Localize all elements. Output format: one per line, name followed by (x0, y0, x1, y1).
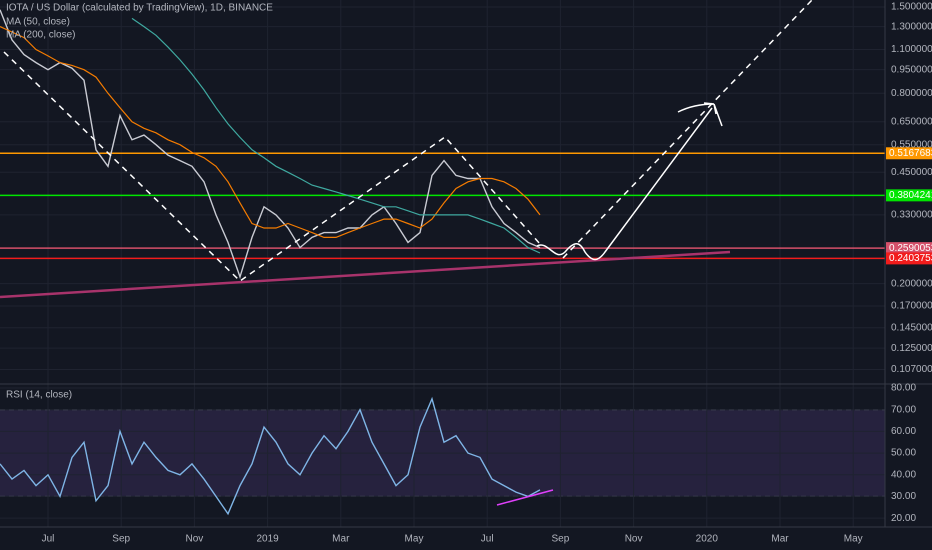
level-badge (886, 189, 932, 202)
x-tick-label: Mar (332, 534, 350, 545)
projection-curve (536, 107, 713, 261)
x-tick-label: Jul (481, 534, 494, 545)
y-tick-label: 80.00 (891, 383, 916, 394)
y-tick-label: 30.00 (891, 491, 916, 502)
price-line (0, 9, 541, 280)
y-tick-label: 40.00 (891, 469, 916, 480)
level-badge (886, 242, 932, 255)
y-tick-label: 0.14500000 (891, 322, 932, 333)
dashed-path (3, 51, 541, 282)
x-tick-label: Sep (552, 534, 570, 545)
x-tick-label: Jul (42, 534, 55, 545)
y-tick-label: 1.10000000 (891, 44, 932, 55)
series-line (0, 26, 541, 238)
level-label: 0.25900531 (889, 243, 932, 254)
level-label: 0.24037539 (889, 253, 932, 264)
y-tick-label: 0.65000000 (891, 116, 932, 127)
x-tick-label: Sep (112, 534, 130, 545)
y-tick-label: 0.80000000 (891, 88, 932, 99)
x-tick-label: Mar (771, 534, 789, 545)
series-line (131, 17, 541, 254)
x-tick-label: 2020 (696, 534, 719, 545)
x-tick-label: Nov (625, 534, 643, 545)
y-tick-label: 50.00 (891, 448, 916, 459)
drawings (0, 0, 813, 506)
y-tick-label: 1.50000000 (891, 2, 932, 13)
grid (0, 0, 885, 527)
price-line (0, 396, 541, 516)
rsi-trend-line (496, 489, 554, 506)
legend-ma50: MA (50, close) (6, 17, 70, 28)
x-tick-label: May (405, 534, 424, 545)
symbol-title: IOTA / US Dollar (calculated by TradingV… (6, 3, 273, 14)
y-tick-label: 0.12500000 (891, 343, 932, 354)
dashed-projection (562, 0, 813, 259)
level-label: 0.38042418 (889, 190, 932, 201)
rsi-title: RSI (14, close) (6, 390, 72, 401)
x-tick-label: Nov (186, 534, 204, 545)
y-tick-label: 0.17000000 (891, 301, 932, 312)
marks (0, 9, 885, 516)
level-label: 0.51676837 (889, 148, 932, 159)
y-tick-label: 0.20000000 (891, 278, 932, 289)
y-tick-label: 0.10700000 (891, 364, 932, 375)
y-tick-label: 0.55000000 (891, 139, 932, 150)
y-tick-label: 20.00 (891, 513, 916, 524)
axes: 1.50000000 1.30000000 1.10000000 0.95000000… (42, 2, 932, 545)
level-badge (886, 252, 932, 265)
legend-ma200: MA (200, close) (6, 30, 75, 41)
arrow (677, 102, 723, 127)
trend-line (0, 250, 731, 299)
y-tick-label: 70.00 (891, 404, 916, 415)
y-tick-label: 1.30000000 (891, 21, 932, 32)
y-tick-label: 60.00 (891, 426, 916, 437)
y-tick-label: 0.95000000 (891, 64, 932, 75)
y-tick-label: 0.45000000 (891, 167, 932, 178)
x-tick-label: 2019 (256, 534, 279, 545)
level-badge (886, 147, 932, 160)
x-tick-label: May (844, 534, 863, 545)
y-tick-label: 0.33000000 (891, 210, 932, 221)
